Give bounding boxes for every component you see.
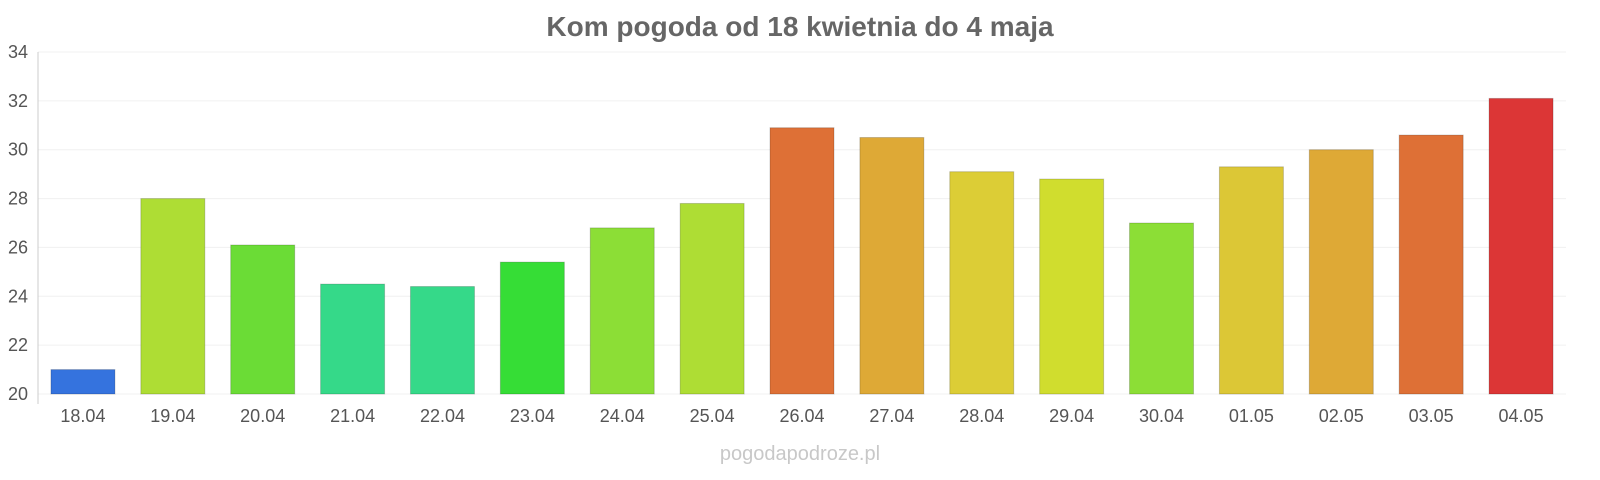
y-tick-label: 34 bbox=[8, 42, 28, 62]
bar-23.04 bbox=[499, 261, 565, 395]
y-axis-ticks: 20 22 24 26 28 30 32 34 bbox=[8, 42, 28, 404]
y-tick-label: 24 bbox=[8, 286, 28, 306]
x-tick-label: 21.04 bbox=[330, 406, 375, 426]
chart-title: Kom pogoda od 18 kwietnia do 4 maja bbox=[546, 11, 1054, 42]
bar-28.04 bbox=[949, 171, 1015, 395]
bar-04.05 bbox=[1488, 97, 1554, 395]
x-tick-label: 27.04 bbox=[869, 406, 914, 426]
bar-26.04 bbox=[769, 127, 835, 395]
bar-18.04 bbox=[50, 369, 116, 395]
x-tick-label: 24.04 bbox=[600, 406, 645, 426]
y-tick-label: 32 bbox=[8, 91, 28, 111]
x-tick-label: 04.05 bbox=[1499, 406, 1544, 426]
x-tick-label: 22.04 bbox=[420, 406, 465, 426]
bar-02.05 bbox=[1308, 149, 1374, 395]
bar-22.04 bbox=[409, 286, 475, 395]
bars bbox=[50, 97, 1554, 395]
x-tick-label: 23.04 bbox=[510, 406, 555, 426]
bar-30.04 bbox=[1129, 222, 1195, 395]
y-tick-label: 26 bbox=[8, 237, 28, 257]
x-tick-label: 19.04 bbox=[150, 406, 195, 426]
x-tick-label: 26.04 bbox=[779, 406, 824, 426]
bar-01.05 bbox=[1218, 166, 1284, 395]
bar-27.04 bbox=[859, 137, 925, 395]
x-tick-label: 30.04 bbox=[1139, 406, 1184, 426]
x-tick-label: 20.04 bbox=[240, 406, 285, 426]
x-tick-label: 02.05 bbox=[1319, 406, 1364, 426]
bar-03.05 bbox=[1398, 134, 1464, 395]
bar-25.04 bbox=[679, 202, 745, 395]
x-axis-ticks: 18.04 19.04 20.04 21.04 22.04 23.04 24.04 25.04… bbox=[60, 406, 1543, 426]
x-tick-label: 18.04 bbox=[60, 406, 105, 426]
x-tick-label: 28.04 bbox=[959, 406, 1004, 426]
bar-20.04 bbox=[230, 244, 296, 395]
x-tick-label: 25.04 bbox=[690, 406, 735, 426]
x-tick-label: 29.04 bbox=[1049, 406, 1094, 426]
watermark: pogodapodroze.pl bbox=[720, 443, 880, 465]
y-tick-label: 22 bbox=[8, 335, 28, 355]
y-tick-label: 30 bbox=[8, 140, 28, 160]
bar-21.04 bbox=[320, 283, 386, 395]
bar-24.04 bbox=[589, 227, 655, 395]
bar-29.04 bbox=[1039, 178, 1105, 395]
y-tick-label: 28 bbox=[8, 189, 28, 209]
x-tick-label: 01.05 bbox=[1229, 406, 1274, 426]
x-tick-label: 03.05 bbox=[1409, 406, 1454, 426]
bar-19.04 bbox=[140, 198, 206, 395]
y-tick-label: 20 bbox=[8, 384, 28, 404]
